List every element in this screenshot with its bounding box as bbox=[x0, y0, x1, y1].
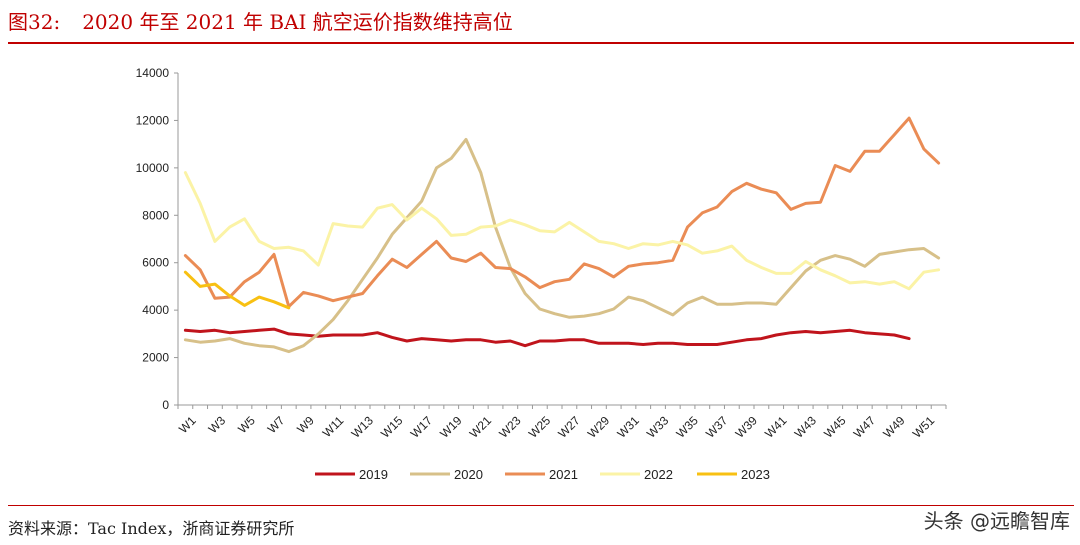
series-line-2021 bbox=[183, 116, 941, 309]
x-tick-label: W5 bbox=[235, 413, 258, 436]
x-tick-label: W25 bbox=[526, 413, 554, 441]
footer-rule bbox=[8, 505, 1074, 506]
x-tick-label: W37 bbox=[703, 413, 731, 441]
x-tick-label: W43 bbox=[792, 413, 820, 441]
x-tick-label: W11 bbox=[320, 413, 347, 440]
x-tick-label: W29 bbox=[585, 413, 613, 441]
y-tick-label: 6000 bbox=[142, 256, 169, 270]
y-axis: 0 2000 4000 6000 8000 10000 12000 14000 bbox=[136, 66, 179, 412]
series-line-2023 bbox=[183, 270, 291, 310]
x-tick-label: W39 bbox=[733, 413, 761, 441]
y-tick-label: 10000 bbox=[136, 161, 170, 175]
y-tick-label: 2000 bbox=[142, 351, 169, 365]
x-tick-label: W45 bbox=[821, 413, 849, 441]
figure-title-text: 2020 年至 2021 年 BAI 航空运价指数维持高位 bbox=[82, 10, 513, 34]
x-tick-label: W17 bbox=[408, 413, 436, 441]
series-lines bbox=[183, 116, 941, 354]
x-tick-label: W49 bbox=[880, 413, 908, 441]
x-tick-label: W31 bbox=[614, 413, 642, 441]
x-tick-label: W47 bbox=[851, 413, 879, 441]
x-tick-label: W15 bbox=[378, 413, 406, 441]
x-tick-label: W7 bbox=[265, 413, 288, 436]
x-tick-label: W27 bbox=[555, 413, 583, 441]
legend-label-2019: 2019 bbox=[359, 467, 388, 482]
x-tick-label: W35 bbox=[674, 413, 702, 441]
y-tick-label: 0 bbox=[162, 398, 169, 412]
x-tick-label: W41 bbox=[762, 413, 790, 441]
x-axis: W1 W3 W5 W7 W9 W11 W13 W15 W17 W19 W21 W23 W25 W27 W29… bbox=[176, 404, 947, 441]
x-tick-label: W13 bbox=[349, 413, 377, 441]
x-tick-label: W23 bbox=[496, 413, 524, 441]
x-tick-label: W33 bbox=[644, 413, 672, 441]
title-rule bbox=[8, 42, 1074, 44]
legend-label-2021: 2021 bbox=[549, 467, 578, 482]
series-line-2022 bbox=[183, 171, 941, 291]
legend-label-2023: 2023 bbox=[741, 467, 770, 482]
y-tick-label: 12000 bbox=[136, 113, 170, 127]
watermark: 头条 @远瞻智库 bbox=[923, 509, 1070, 533]
legend: 2019 2020 2021 2022 2023 bbox=[315, 467, 770, 482]
x-tick-label: W9 bbox=[294, 413, 317, 436]
y-tick-label: 8000 bbox=[142, 208, 169, 222]
y-tick-label: 4000 bbox=[142, 303, 169, 317]
x-tick-label: W1 bbox=[176, 413, 199, 436]
x-tick-label: W19 bbox=[437, 413, 465, 441]
x-tick-label: W21 bbox=[467, 413, 495, 441]
x-tick-label: W3 bbox=[206, 413, 229, 436]
source-note: 资料来源：Tac Index，浙商证券研究所 bbox=[8, 519, 295, 538]
figure-title: 图32: 2020 年至 2021 年 BAI 航空运价指数维持高位 bbox=[8, 6, 513, 35]
legend-label-2022: 2022 bbox=[644, 467, 673, 482]
figure-number: 图32: bbox=[8, 10, 61, 34]
x-tick-label: W51 bbox=[910, 413, 938, 441]
series-line-2019 bbox=[183, 327, 911, 348]
series-line-2020 bbox=[183, 137, 941, 354]
y-tick-label: 14000 bbox=[136, 66, 170, 80]
legend-label-2020: 2020 bbox=[454, 467, 483, 482]
